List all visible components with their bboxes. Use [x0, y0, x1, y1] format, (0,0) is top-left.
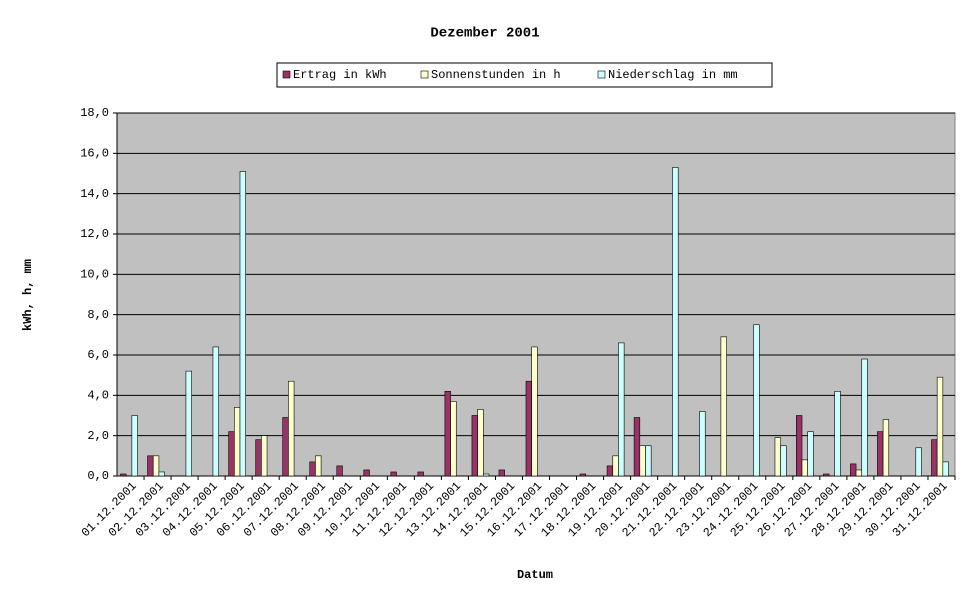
bar — [606, 465, 614, 477]
legend-swatch — [282, 70, 291, 79]
bar — [720, 336, 727, 477]
y-tick-label: 4,0 — [87, 389, 109, 403]
y-axis-title: kWh, h, mm — [21, 259, 35, 331]
bar — [228, 431, 235, 477]
bar — [158, 471, 165, 477]
bar — [336, 465, 343, 477]
bar — [261, 435, 268, 477]
bar — [531, 346, 538, 477]
bar — [255, 439, 262, 477]
legend-swatch — [597, 70, 606, 79]
bar — [753, 324, 760, 477]
y-tick-label: 16,0 — [80, 147, 109, 161]
y-tick-label: 14,0 — [80, 187, 109, 201]
bar — [931, 439, 938, 477]
bar — [498, 469, 505, 477]
x-axis-title: Datum — [517, 568, 553, 582]
legend-label: Sonnenstunden in h — [431, 68, 561, 82]
bar — [612, 455, 619, 477]
bar — [823, 473, 830, 477]
bar — [639, 445, 646, 477]
bar — [363, 469, 370, 477]
bar — [796, 415, 803, 477]
bar — [861, 358, 868, 477]
y-tick-label: 6,0 — [87, 348, 109, 362]
bar — [618, 342, 625, 477]
y-tick-label: 0,0 — [87, 469, 109, 483]
bar — [780, 445, 787, 477]
y-tick-label: 2,0 — [87, 429, 109, 443]
y-tick-label: 8,0 — [87, 308, 109, 322]
bar — [315, 455, 322, 477]
bar — [309, 461, 316, 477]
bar — [633, 417, 641, 477]
bar — [855, 469, 863, 477]
bar — [915, 447, 922, 477]
legend-label: Ertrag in kWh — [293, 68, 387, 82]
y-tick-label: 18,0 — [80, 106, 109, 120]
bar — [450, 401, 457, 477]
bar — [877, 431, 884, 477]
y-tick-label: 10,0 — [80, 268, 109, 282]
bar — [579, 473, 587, 477]
bar — [120, 473, 127, 477]
bar — [212, 346, 219, 477]
bar — [882, 419, 890, 477]
bar — [152, 455, 160, 477]
bar — [185, 370, 192, 477]
chart-title: Dezember 2001 — [430, 26, 539, 42]
bar — [807, 431, 814, 477]
bar — [390, 471, 397, 477]
bar — [147, 455, 154, 477]
y-tick-label: 12,0 — [80, 227, 109, 241]
bar — [942, 461, 949, 477]
bar — [645, 445, 652, 477]
bar — [774, 437, 781, 477]
legend-box — [276, 62, 773, 88]
bar — [801, 459, 808, 477]
bar — [239, 171, 246, 477]
bar — [417, 471, 424, 477]
legend-label: Niederschlag in mm — [608, 68, 738, 82]
bar — [936, 376, 944, 477]
bar — [444, 390, 451, 477]
bar — [234, 407, 241, 477]
bar — [850, 463, 857, 477]
legend-swatch — [420, 70, 429, 79]
bar — [482, 473, 490, 477]
bar — [699, 411, 706, 477]
bar — [471, 415, 478, 477]
bar — [525, 380, 532, 477]
bar — [288, 380, 295, 477]
bar — [672, 167, 679, 477]
bar — [834, 390, 841, 477]
bar — [282, 417, 289, 477]
bar — [477, 409, 484, 477]
bar — [131, 415, 138, 477]
